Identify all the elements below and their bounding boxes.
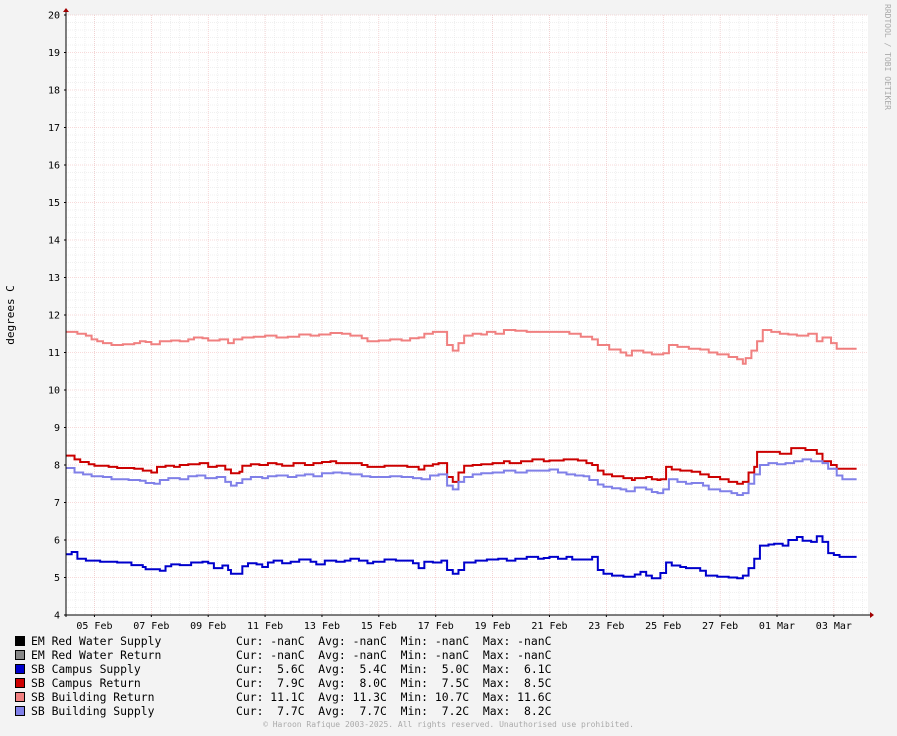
x-axis-arrow [870, 612, 874, 618]
legend-stats: Cur: -nanC Avg: -nanC Min: -nanC Max: -n… [236, 648, 552, 662]
legend-series-name: EM Red Water Supply [31, 634, 162, 648]
series-line-sb-campus-return [66, 447, 857, 485]
y-tick-label: 11 [48, 348, 60, 359]
x-tick-label: 05 Feb [76, 621, 112, 632]
legend-series-name: SB Campus Supply [31, 662, 141, 676]
legend-entry: SB Building Return Cur: 11.1C Avg: 11.3C … [15, 690, 551, 704]
legend-swatch [15, 636, 25, 646]
x-tick-label: 15 Feb [361, 621, 397, 632]
x-tick-label: 13 Feb [304, 621, 340, 632]
legend: EM Red Water Supply Cur: -nanC Avg: -nanC… [15, 634, 551, 718]
legend-stats: Cur: -nanC Avg: -nanC Min: -nanC Max: -n… [236, 634, 552, 648]
y-tick-label: 20 [48, 11, 60, 22]
legend-entry: SB Building Supply Cur: 7.7C Avg: 7.7C Mi… [15, 704, 551, 718]
legend-swatch [15, 650, 25, 660]
y-tick-label: 18 [48, 86, 60, 97]
legend-stats: Cur: 7.7C Avg: 7.7C Min: 7.2C Max: 8.2C [236, 704, 552, 718]
x-tick-label: 09 Feb [190, 621, 226, 632]
x-tick-label: 23 Feb [588, 621, 624, 632]
legend-swatch [15, 664, 25, 674]
legend-stats: Cur: 7.9C Avg: 8.0C Min: 7.5C Max: 8.5C [236, 676, 552, 690]
legend-series-name: SB Building Return [31, 690, 155, 704]
x-tick-label: 07 Feb [133, 621, 169, 632]
series-line-sb-building-supply [66, 458, 857, 496]
y-tick-label: 5 [54, 573, 60, 584]
legend-entry: EM Red Water Supply Cur: -nanC Avg: -nanC… [15, 634, 551, 648]
x-tick-label: 11 Feb [247, 621, 283, 632]
y-tick-label: 15 [48, 198, 60, 209]
y-tick-label: 6 [54, 536, 60, 547]
watermark: RRDTOOL / TOBI OETIKER [883, 4, 892, 110]
grid [65, 14, 868, 616]
y-tick-label: 9 [54, 423, 60, 434]
y-tick-label: 7 [54, 498, 60, 509]
y-axis-label: degrees C [4, 285, 17, 345]
y-tick-label: 17 [48, 123, 60, 134]
series-lines [66, 329, 857, 580]
copyright-notice: © Haroon Rafique 2003-2025. All rights r… [263, 720, 634, 729]
legend-series-name: EM Red Water Return [31, 648, 162, 662]
x-tick-label: 19 Feb [475, 621, 511, 632]
legend-swatch [15, 706, 25, 716]
series-line-sb-building-return [66, 329, 857, 365]
y-tick-label: 4 [54, 611, 60, 622]
y-tick-labels: 4 5 6 7 8 9 10 11 12 13 14 15 16 17 18 19 20 [48, 11, 66, 622]
legend-entry: SB Campus Return Cur: 7.9C Avg: 8.0C Min:… [15, 676, 551, 690]
legend-entry: SB Campus Supply Cur: 5.6C Avg: 5.4C Min:… [15, 662, 551, 676]
x-tick-label: 27 Feb [702, 621, 738, 632]
legend-stats: Cur: 5.6C Avg: 5.4C Min: 5.0C Max: 6.1C [236, 662, 552, 676]
y-tick-label: 14 [48, 236, 60, 247]
y-axis-arrow [63, 8, 69, 12]
y-tick-label: 16 [48, 161, 60, 172]
x-tick-label: 03 Mar [816, 621, 852, 632]
legend-swatch [15, 678, 25, 688]
series-line-sb-campus-supply [66, 535, 857, 580]
x-tick-label: 17 Feb [418, 621, 454, 632]
y-tick-label: 19 [48, 48, 60, 59]
x-tick-label: 25 Feb [645, 621, 681, 632]
legend-stats: Cur: 11.1C Avg: 11.3C Min: 10.7C Max: 11… [236, 690, 552, 704]
y-tick-label: 10 [48, 386, 60, 397]
legend-series-name: SB Campus Return [31, 676, 141, 690]
x-tick-labels: 05 Feb 07 Feb 09 Feb 11 Feb 13 Feb 15 Feb 17 F… [76, 615, 852, 632]
legend-entry: EM Red Water Return Cur: -nanC Avg: -nanC… [15, 648, 551, 662]
x-tick-label: 01 Mar [759, 621, 795, 632]
x-tick-label: 21 Feb [531, 621, 567, 632]
legend-swatch [15, 692, 25, 702]
legend-series-name: SB Building Supply [31, 704, 155, 718]
y-tick-label: 8 [54, 461, 60, 472]
y-tick-label: 13 [48, 273, 60, 284]
y-tick-label: 12 [48, 311, 60, 322]
